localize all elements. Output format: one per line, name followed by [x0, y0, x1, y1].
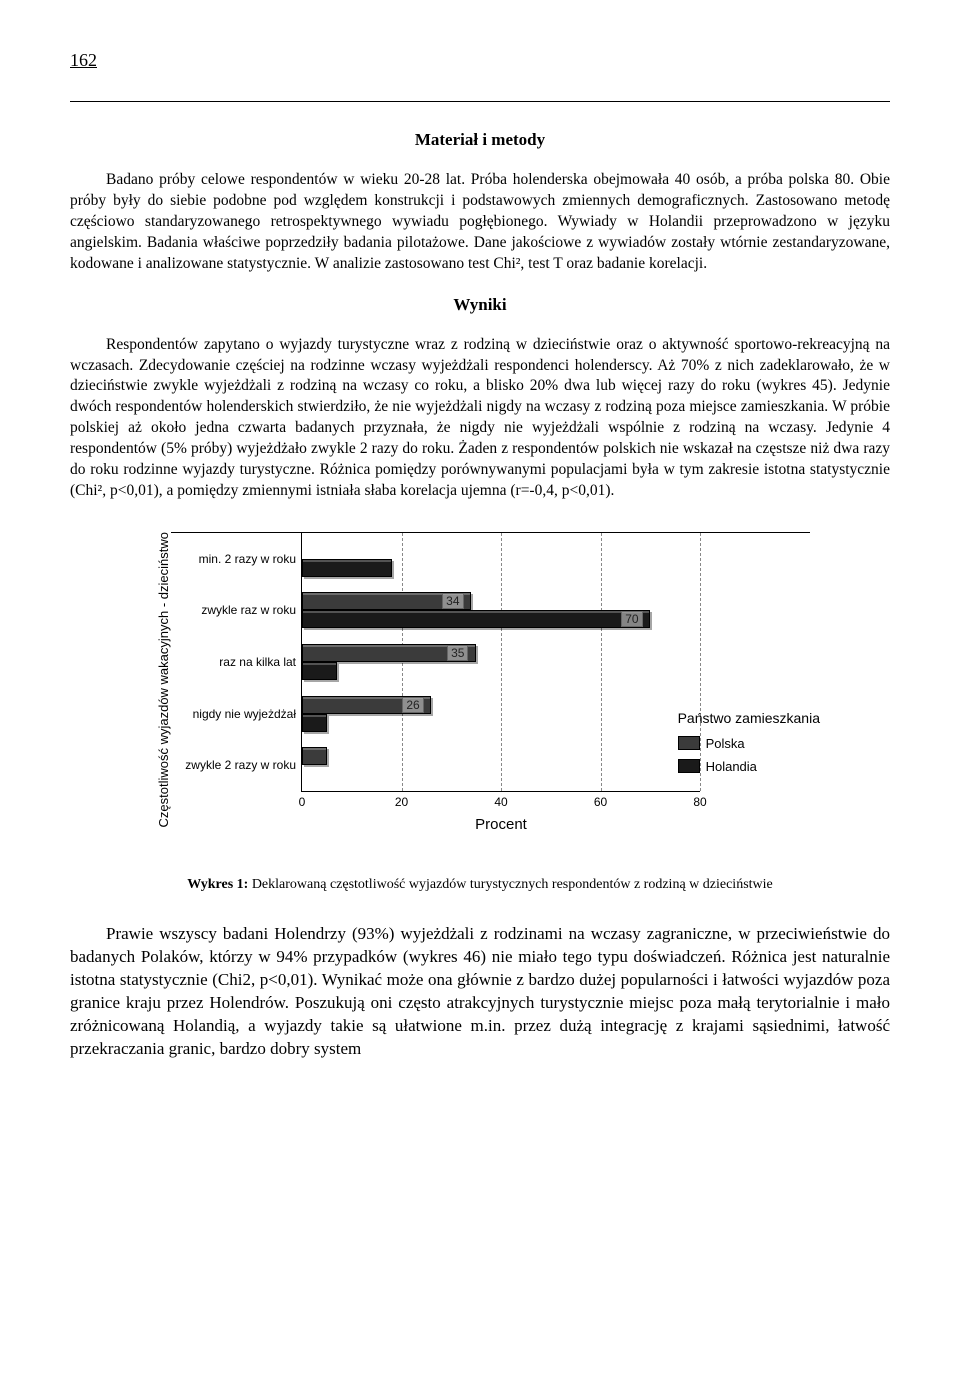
legend-swatch-polska — [678, 736, 700, 750]
chart-bar: 34 — [302, 592, 471, 610]
caption-prefix: Wykres 1: — [187, 877, 248, 892]
page-number: 162 — [70, 50, 890, 71]
legend-swatch-holandia — [678, 759, 700, 773]
chart-bar-value: 35 — [447, 645, 468, 661]
paragraph-methods-text: Badano próby celowe respondentów w wieku… — [70, 171, 890, 272]
chart-xtick: 20 — [395, 795, 408, 809]
legend-title: Państwo zamieszkania — [678, 710, 820, 726]
paragraph-discussion: Prawie wszyscy badani Holendrzy (93%) wy… — [70, 923, 890, 1061]
page-rule — [70, 101, 890, 102]
chart-xtick: 40 — [494, 795, 507, 809]
chart-category-label: raz na kilka lat — [219, 655, 302, 669]
chart-bar-value: 34 — [442, 593, 463, 609]
chart-bar — [302, 747, 327, 765]
chart-plot: 020406080Procentmin. 2 razy w rokuzwykle… — [171, 532, 810, 822]
chart-xtick: 80 — [693, 795, 706, 809]
chart-category-label: zwykle 2 razy w roku — [185, 758, 302, 772]
chart-category-label: nigdy nie wyjeżdżał — [193, 707, 302, 721]
section-title-results: Wyniki — [70, 295, 890, 315]
chart-bar: 35 — [302, 644, 476, 662]
chart-bar — [302, 559, 392, 577]
chart-bar-value: 26 — [402, 697, 423, 713]
legend-label-polska: Polska — [706, 736, 745, 751]
chart-gridline — [501, 533, 502, 791]
paragraph-methods: Badano próby celowe respondentów w wieku… — [70, 170, 890, 275]
chart-xtick: 60 — [594, 795, 607, 809]
chart-bar — [302, 714, 327, 732]
caption-text: Deklarowaną częstotliwość wyjazdów turys… — [248, 877, 772, 892]
paragraph-discussion-text: Prawie wszyscy badani Holendrzy (93%) wy… — [70, 924, 890, 1058]
chart-category-label: zwykle raz w roku — [201, 603, 302, 617]
paragraph-results-text: Respondentów zapytano o wyjazdy turystyc… — [70, 336, 890, 499]
paragraph-results: Respondentów zapytano o wyjazdy turystyc… — [70, 335, 890, 502]
chart-xtick: 0 — [299, 795, 306, 809]
chart-caption: Wykres 1: Deklarowaną częstotliwość wyja… — [70, 877, 890, 893]
chart-yaxis-label: Częstotliwość wyjazdów wakacyjnych - dzi… — [150, 532, 171, 828]
chart-bar: 26 — [302, 696, 431, 714]
legend-label-holandia: Holandia — [706, 759, 757, 774]
section-title-methods: Materiał i metody — [70, 130, 890, 150]
chart-frequency-trips: Częstotliwość wyjazdów wakacyjnych - dzi… — [150, 532, 810, 828]
chart-category-label: min. 2 razy w roku — [199, 552, 302, 566]
legend-item-holandia: Holandia — [678, 759, 820, 774]
chart-xaxis-label: Procent — [475, 816, 527, 833]
chart-gridline — [601, 533, 602, 791]
chart-bar-value: 70 — [621, 611, 642, 627]
chart-bar: 70 — [302, 610, 650, 628]
chart-bar — [302, 662, 337, 680]
chart-gridline — [402, 533, 403, 791]
chart-legend: Państwo zamieszkania Polska Holandia — [678, 710, 820, 782]
legend-item-polska: Polska — [678, 736, 820, 751]
